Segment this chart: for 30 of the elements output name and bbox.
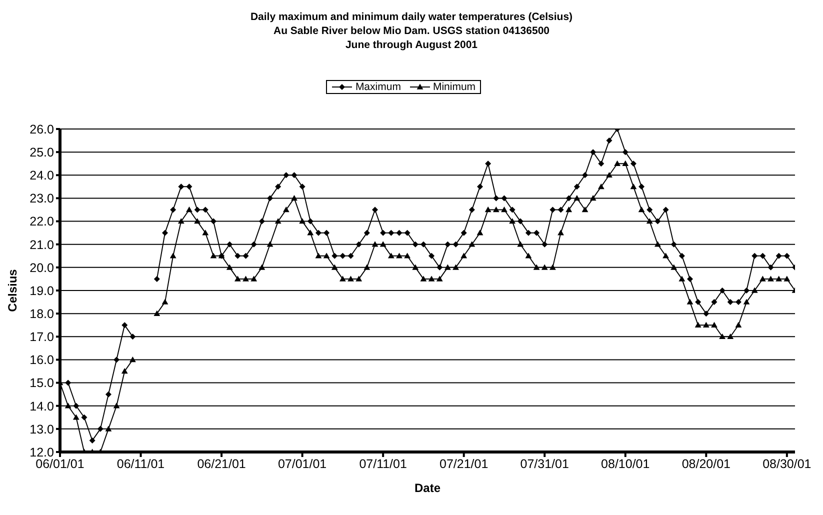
y-tick-label: 21.0: [30, 238, 54, 252]
x-tick-label: 07/31/01: [520, 456, 569, 471]
y-tick-label: 12.0: [30, 445, 54, 460]
y-tick-label: 14.0: [30, 399, 54, 414]
y-tick-label: 18.0: [30, 307, 54, 322]
y-tick-label: 25.0: [30, 146, 54, 160]
x-tick-label: 08/20/01: [682, 456, 731, 471]
y-tick-label: 23.0: [30, 192, 54, 206]
x-tick-label: 08/10/01: [601, 456, 650, 471]
y-tick-label: 22.0: [30, 214, 54, 229]
y-tick-label: 26.0: [30, 122, 54, 136]
legend-label: Maximum: [355, 81, 401, 93]
y-tick-label: 24.0: [30, 168, 54, 183]
x-tick-label: 06/01/01: [36, 456, 84, 471]
y-tick-label: 17.0: [30, 330, 54, 344]
x-tick-label: 07/21/01: [440, 456, 488, 471]
x-tick-label: 07/11/01: [359, 456, 407, 471]
x-tick-label: 06/21/01: [197, 456, 246, 471]
y-tick-label: 13.0: [30, 422, 54, 436]
x-tick-label: 08/30/01: [762, 456, 812, 471]
y-axis-title: Celsius: [5, 268, 20, 312]
x-axis-title: Date: [414, 481, 441, 495]
y-tick-label: 20.0: [30, 260, 54, 275]
y-tick-label: 15.0: [30, 376, 54, 390]
chart-title: Daily maximum and minimum daily water temperatures (Celsius) Au Sable River below Mio Dam. USGS station 04136500 June through August 2001: [249, 10, 574, 52]
y-tick-label: 19.0: [30, 284, 54, 298]
x-tick-label: 07/01/01: [278, 456, 327, 471]
legend-label: Minimum: [432, 81, 476, 93]
y-tick-label: 16.0: [30, 353, 54, 368]
x-tick-label: 06/11/01: [116, 456, 165, 471]
